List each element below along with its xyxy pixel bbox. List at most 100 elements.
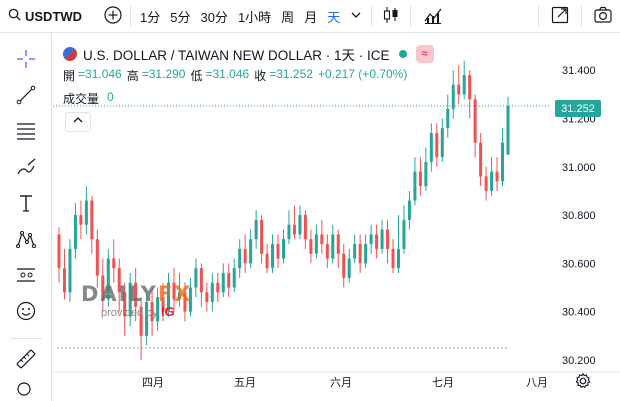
logo-fx-text: FX bbox=[157, 282, 193, 306]
candle-body bbox=[495, 171, 499, 182]
toolbar-divider bbox=[130, 6, 131, 26]
collapse-legend-button[interactable] bbox=[65, 112, 91, 132]
timeframe-5min[interactable]: 5分 bbox=[170, 9, 191, 25]
last-price-label: 31.252 bbox=[555, 100, 601, 117]
symbol-title[interactable]: U.S. DOLLAR / TAIWAN NEW DOLLAR · 1天 · I… bbox=[83, 48, 390, 63]
trendline-tool[interactable] bbox=[12, 83, 40, 111]
symbol-search[interactable]: USDTWD bbox=[0, 8, 100, 24]
crosshair-tool[interactable] bbox=[12, 47, 40, 75]
timeframe-week[interactable]: 周 bbox=[281, 9, 295, 25]
prediction-tool[interactable] bbox=[12, 263, 40, 291]
volume-legend[interactable]: 成交量 0 bbox=[63, 90, 434, 107]
candle-body bbox=[506, 105, 510, 155]
timeframe-dropdown[interactable] bbox=[345, 0, 367, 33]
indicators-button[interactable] bbox=[415, 0, 451, 33]
candle-body bbox=[139, 306, 143, 336]
time-tick-label: 六月 bbox=[330, 376, 352, 389]
zoom-tool[interactable] bbox=[12, 379, 40, 401]
currency-flag-icon bbox=[63, 47, 77, 61]
measure-tool[interactable] bbox=[12, 347, 40, 375]
candlestick-icon bbox=[381, 5, 401, 28]
price-tick-label: 31.400 bbox=[562, 65, 596, 77]
time-tick-label: 四月 bbox=[142, 377, 164, 389]
text-tool[interactable] bbox=[12, 191, 40, 219]
chart-area[interactable]: 31.400 31.200 31.000 30.800 30.600 30.400 30.2… bbox=[53, 34, 620, 401]
volume-value: 0 bbox=[107, 90, 114, 104]
price-chart[interactable]: 31.40031.20031.00030.80030.60030.40030.2… bbox=[53, 34, 620, 401]
candle-body bbox=[128, 282, 132, 317]
time-tick-label: 五月 bbox=[234, 377, 256, 389]
emoji-tool[interactable] bbox=[12, 299, 40, 327]
timeframe-1min[interactable]: 1分 bbox=[140, 9, 161, 25]
timeframe-day[interactable]: 天 bbox=[327, 9, 341, 25]
candle-body bbox=[468, 75, 472, 100]
crosshair-icon bbox=[15, 48, 37, 75]
candle-body bbox=[73, 215, 77, 249]
candle-body bbox=[227, 273, 231, 288]
logo-daily-text: DAILY bbox=[81, 282, 158, 306]
time-tick-label: 七月 bbox=[432, 376, 454, 389]
brush-tool[interactable] bbox=[12, 155, 40, 183]
candle-body bbox=[358, 244, 362, 264]
close-value: =31.252 bbox=[269, 67, 313, 81]
ig-logo-text: IG bbox=[160, 304, 175, 319]
plus-circle-icon bbox=[103, 5, 123, 28]
candle-body bbox=[451, 84, 455, 109]
snapshot-button[interactable] bbox=[586, 0, 620, 33]
candle-body bbox=[347, 258, 351, 278]
chart-settings-button[interactable] bbox=[574, 372, 592, 390]
candle-body bbox=[396, 248, 400, 269]
candle-body bbox=[364, 244, 368, 264]
candle-body bbox=[424, 161, 428, 187]
candle-body bbox=[145, 301, 149, 336]
candle-body bbox=[205, 292, 209, 302]
candle-body bbox=[380, 229, 384, 249]
indicators-icon bbox=[423, 5, 443, 28]
candle-body bbox=[462, 75, 466, 95]
price-tick-label: 31.000 bbox=[562, 162, 596, 174]
close-label: 收 bbox=[254, 69, 267, 83]
candle-body bbox=[62, 268, 66, 293]
toolbar-divider bbox=[581, 6, 582, 26]
fib-tool[interactable] bbox=[12, 119, 40, 147]
candle-body bbox=[440, 128, 444, 158]
pattern-icon bbox=[15, 228, 37, 255]
pattern-tool[interactable] bbox=[12, 227, 40, 255]
price-tick-label: 30.600 bbox=[562, 258, 596, 270]
forecast-icon bbox=[15, 264, 37, 291]
candle-body bbox=[90, 200, 94, 240]
candle-body bbox=[183, 292, 187, 312]
timeframe-30min[interactable]: 30分 bbox=[200, 9, 228, 25]
open-popup-button[interactable] bbox=[543, 0, 577, 33]
candle-body bbox=[117, 268, 121, 293]
volume-label: 成交量 bbox=[63, 92, 100, 106]
ruler-icon bbox=[15, 348, 37, 375]
candle-body bbox=[281, 239, 286, 259]
candle-body bbox=[446, 108, 450, 129]
candle-body bbox=[221, 273, 225, 293]
candle-body bbox=[490, 171, 494, 191]
timeframe-1hour[interactable]: 1小時 bbox=[237, 9, 272, 25]
candle-body bbox=[314, 234, 318, 254]
candle-body bbox=[271, 244, 275, 269]
toolbar-divider bbox=[371, 6, 373, 26]
candle-body bbox=[298, 215, 302, 235]
candle-body bbox=[473, 99, 477, 143]
chart-type-button[interactable] bbox=[376, 0, 406, 33]
delayed-data-badge[interactable]: ≈ bbox=[415, 45, 434, 63]
camera-icon bbox=[593, 5, 613, 28]
compare-add-button[interactable] bbox=[100, 0, 126, 33]
low-value: =31.046 bbox=[205, 67, 250, 81]
candle-body bbox=[303, 215, 307, 240]
market-open-dot-icon bbox=[398, 50, 407, 58]
candle-body bbox=[391, 248, 395, 269]
candle-body bbox=[106, 258, 110, 300]
candle-body bbox=[210, 282, 214, 302]
timeframe-month[interactable]: 月 bbox=[304, 9, 318, 25]
chevron-up-icon bbox=[72, 113, 84, 131]
market-status-badge[interactable] bbox=[395, 45, 410, 63]
high-value: =31.290 bbox=[141, 67, 186, 81]
brush-icon bbox=[15, 156, 37, 183]
ohlc-values: 開 =31.046 高 =31.290 低 =31.046 收 =31.252 +0.2… bbox=[63, 67, 434, 84]
candle-body bbox=[150, 301, 154, 322]
